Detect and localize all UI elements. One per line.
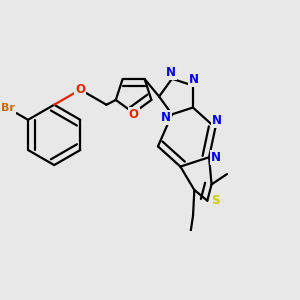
Text: N: N bbox=[161, 111, 171, 124]
Text: N: N bbox=[212, 114, 222, 127]
Text: O: O bbox=[75, 83, 85, 96]
Text: N: N bbox=[189, 73, 199, 86]
Text: N: N bbox=[211, 151, 221, 164]
Text: S: S bbox=[212, 194, 220, 207]
Text: Br: Br bbox=[1, 103, 15, 113]
Text: O: O bbox=[129, 108, 139, 121]
Text: N: N bbox=[166, 66, 176, 79]
